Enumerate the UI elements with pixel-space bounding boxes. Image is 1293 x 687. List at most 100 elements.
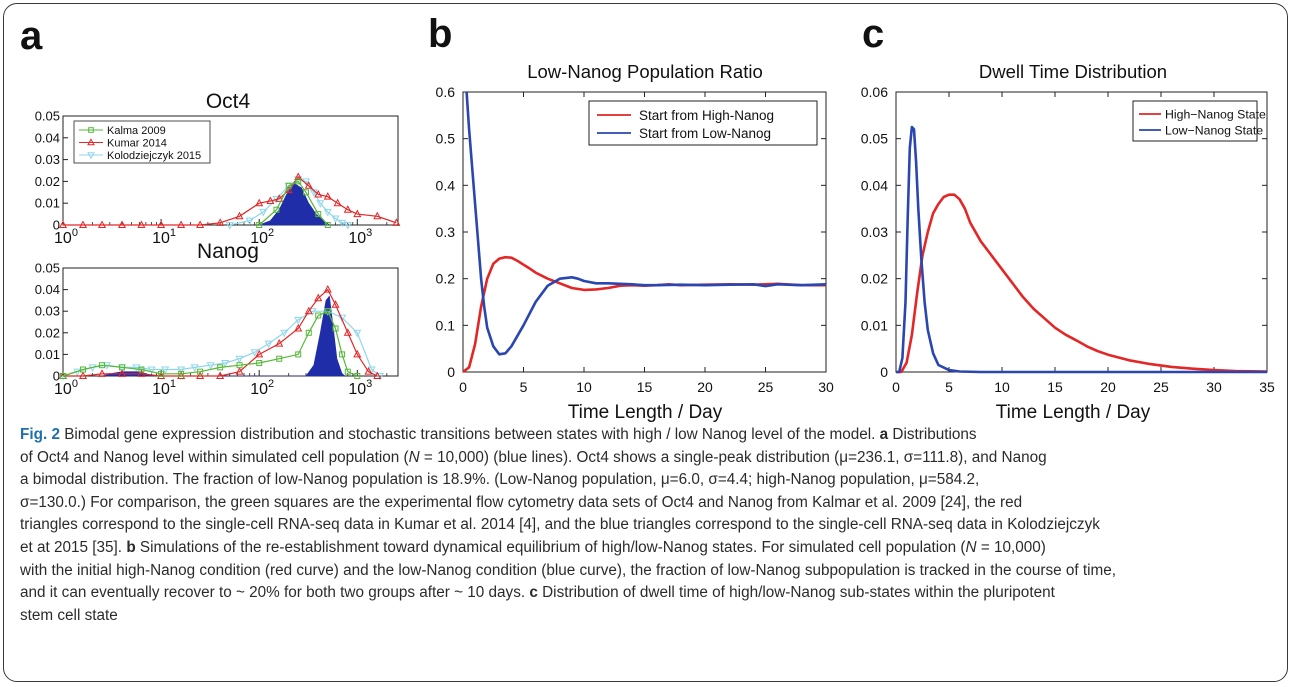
panel-a-nanog-plot: Nanog 100 101 102 103 0.05 0.04 0.03 0.02 0.01 0 — [35, 240, 399, 398]
nanog-marker-kumar — [314, 293, 323, 302]
panel-c-ytick-label: 0.05 — [861, 131, 888, 147]
panel-b-series-high — [462, 255, 826, 374]
oct4-marker-kumar — [275, 194, 284, 202]
nanog-marker-kalma — [99, 362, 106, 369]
caption-segment: N — [965, 538, 977, 556]
panel-b-xlabel: Time Length / Day — [568, 402, 723, 423]
panel-b-ytick-label: 0.5 — [436, 131, 456, 147]
nanog-histogram — [101, 295, 346, 377]
oct4-marker-kolod — [331, 215, 340, 224]
panel-c-xtick-label: 20 — [1100, 379, 1116, 395]
panel-b-xtick-label: 25 — [758, 379, 774, 395]
panel-b-xtick-label: 0 — [459, 379, 467, 395]
oct4-marker-kumar — [373, 211, 382, 220]
nanog-marker-kumar — [343, 328, 352, 336]
nanog-marker-kumar — [255, 349, 264, 358]
panel-c-ytick-label: 0 — [880, 364, 888, 380]
panel-b-ytick-label: 0.4 — [436, 177, 456, 193]
oct4-marker-kolod — [343, 222, 352, 230]
oct4-marker-kolod — [245, 217, 254, 226]
caption-line: Fig. 2 Bimodal gene expression distribut… — [20, 424, 1272, 447]
oct4-marker-kalma — [302, 189, 309, 196]
oct4-marker-kumar — [353, 209, 362, 218]
caption-segment: a — [879, 426, 889, 443]
nanog-marker-kumar — [353, 349, 362, 358]
nanog-marker-kalma — [80, 366, 87, 373]
oct4-xtick-label: 100 — [54, 227, 78, 247]
oct4-marker-kolod — [316, 200, 325, 208]
oct4-marker-kumar — [58, 220, 68, 228]
nanog-ytick-label: 0.04 — [35, 282, 60, 297]
oct4-legend-label: Kumar 2014 — [107, 138, 167, 150]
oct4-marker-kumar — [177, 220, 186, 228]
nanog-xtick-label: 103 — [348, 378, 372, 398]
oct4-marker-kumar — [392, 218, 401, 226]
nanog-marker-kalma — [119, 364, 126, 371]
nanog-marker-kolod — [147, 366, 156, 375]
panel-c-xlabel: Time Length / Day — [996, 402, 1151, 423]
oct4-marker-kalma — [256, 222, 263, 228]
nanog-title: Nanog — [197, 240, 259, 263]
nanog-marker-kolod — [367, 366, 376, 375]
caption-segment: Distributions — [888, 426, 977, 443]
panel-b-xtick-label: 15 — [637, 379, 653, 395]
panel-c-ytick-label: 0.01 — [861, 317, 888, 333]
caption-segment: b — [126, 538, 136, 556]
nanog-marker-kalma — [256, 360, 263, 367]
oct4-marker-kumar — [137, 220, 146, 228]
oct4-marker-kalma — [315, 211, 322, 218]
panel-c-legend-label: Low−Nanog State — [1165, 124, 1263, 138]
caption-line: of Oct4 and Nanog level within simulated… — [20, 447, 1272, 470]
nanog-marker-kolod — [375, 373, 384, 381]
nanog-marker-kalma — [305, 329, 312, 336]
nanog-marker-kumar — [331, 300, 340, 308]
nanog-marker-kolod — [161, 366, 170, 375]
oct4-series-kumar — [63, 176, 397, 226]
caption-segment: triangles correspond to the single-cell … — [20, 516, 1100, 534]
nanog-marker-kolod — [190, 364, 199, 372]
caption-segment: c — [529, 584, 538, 602]
oct4-legend-label: Kolodziejczyk 2015 — [107, 150, 201, 162]
panel-c-xtick-label: 0 — [892, 379, 900, 395]
panel-c-ytick-label: 0.06 — [861, 84, 888, 100]
oct4-series-kalma — [258, 180, 329, 226]
caption-segment: = 10,000) (blue lines). Oct4 shows a sin… — [419, 448, 1047, 466]
nanog-ytick-label: 0.03 — [35, 304, 60, 319]
panel-b-xtick-label: 20 — [697, 379, 713, 395]
oct4-title: Oct4 — [206, 90, 251, 113]
figure-plots: Oct4 100 101 102 1030.050.040.030.020.010Ka… — [35, 61, 1275, 423]
nanog-marker-kumar — [157, 371, 166, 379]
oct4-marker-kumar — [157, 220, 166, 228]
nanog-marker-kalma — [197, 368, 204, 375]
nanog-marker-kalma — [332, 325, 339, 332]
panel-letter-b: b — [428, 12, 453, 56]
nanog-marker-kalma — [158, 370, 165, 377]
nanog-marker-kolod — [132, 364, 141, 372]
panel-b-legend-label: Start from Low-Nanog — [639, 126, 771, 141]
oct4-marker-kumar — [294, 172, 303, 181]
nanog-marker-kumar — [373, 371, 382, 379]
oct4-marker-kumar — [78, 220, 88, 228]
nanog-ytick-label: 0.05 — [35, 261, 60, 276]
caption-line: et at 2015 [35]. b Simulations of the re… — [20, 537, 1272, 560]
oct4-marker-kumar — [235, 211, 244, 220]
nanog-marker-kalma — [60, 373, 66, 379]
nanog-marker-kalma — [217, 364, 224, 371]
nanog-xtick-label: 101 — [152, 378, 176, 398]
panel-letter-c: c — [862, 12, 885, 56]
oct4-marker-kumar — [255, 198, 264, 207]
caption-line: a bimodal distribution. The fraction of … — [20, 469, 1272, 492]
nanog-marker-kumar — [177, 371, 186, 379]
panel-c-legend-label: High−Nanog State — [1165, 108, 1266, 122]
panel-b-ytick-label: 0 — [447, 364, 455, 380]
nanog-marker-kumar — [196, 371, 205, 379]
nanog-marker-kumar — [137, 369, 146, 377]
panel-c-xtick-label: 10 — [994, 379, 1010, 395]
caption-segment: Simulations of the re-establishment towa… — [135, 538, 966, 556]
oct4-marker-kalma — [273, 206, 280, 213]
oct4-xtick-label: 101 — [152, 227, 176, 247]
oct4-legend-marker — [87, 152, 95, 160]
caption-segment: and it can eventually recover to ~ 20% f… — [20, 584, 530, 602]
nanog-marker-kalma — [178, 370, 185, 377]
caption-segment: stem cell state — [20, 606, 118, 624]
